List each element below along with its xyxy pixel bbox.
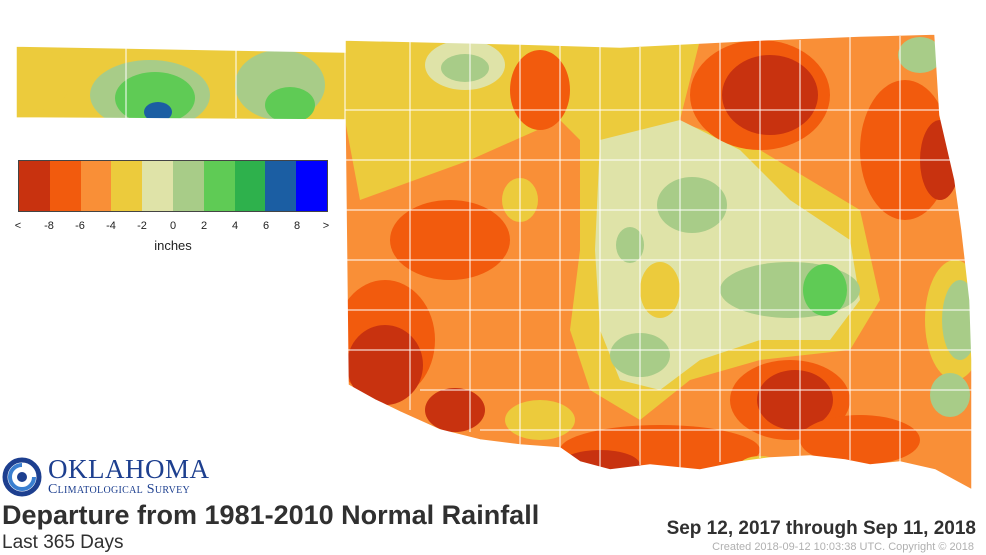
legend-swatch xyxy=(49,161,81,211)
legend-tick: -8 xyxy=(44,220,54,232)
color-legend: < -8 -6 -4 -2 0 2 4 6 8 > inches xyxy=(14,160,330,253)
state-outline xyxy=(15,33,973,492)
legend-tick: 6 xyxy=(262,220,270,232)
legend-swatch xyxy=(19,161,50,211)
legend-swatch xyxy=(111,161,143,211)
legend-unit-label: inches xyxy=(154,238,192,253)
legend-tick: 0 xyxy=(169,220,177,232)
legend-swatch xyxy=(234,161,266,211)
legend-swatches xyxy=(18,160,328,212)
map-subtitle: Last 365 Days xyxy=(2,532,124,553)
legend-swatch xyxy=(296,161,327,211)
legend-tick: -6 xyxy=(75,220,85,232)
legend-swatch xyxy=(80,161,112,211)
legend-swatch xyxy=(172,161,204,211)
legend-tick: > xyxy=(322,220,330,232)
legend-tick: 2 xyxy=(200,220,208,232)
logo-name: OKLAHOMA xyxy=(48,454,210,484)
legend-tick: -4 xyxy=(106,220,116,232)
legend-swatch xyxy=(142,161,173,211)
legend-ticks: < -8 -6 -4 -2 0 2 4 6 8 > xyxy=(14,220,330,236)
ocs-swirl-logo-icon xyxy=(2,457,42,496)
created-stamp: Created 2018-09-12 10:03:38 UTC. Copyrig… xyxy=(712,541,974,553)
date-range: Sep 12, 2017 through Sep 11, 2018 xyxy=(666,518,976,539)
ocs-logo: OKLAHOMA Climatological Survey xyxy=(2,456,210,497)
legend-tick: < xyxy=(14,220,22,232)
legend-tick: 8 xyxy=(293,220,301,232)
county-boundaries xyxy=(125,36,972,470)
logo-subname: Climatological Survey xyxy=(48,482,191,497)
legend-tick: -2 xyxy=(137,220,147,232)
map-title: Departure from 1981-2010 Normal Rainfall xyxy=(2,500,540,530)
legend-tick: 4 xyxy=(231,220,239,232)
legend-swatch xyxy=(203,161,235,211)
legend-swatch xyxy=(265,161,297,211)
